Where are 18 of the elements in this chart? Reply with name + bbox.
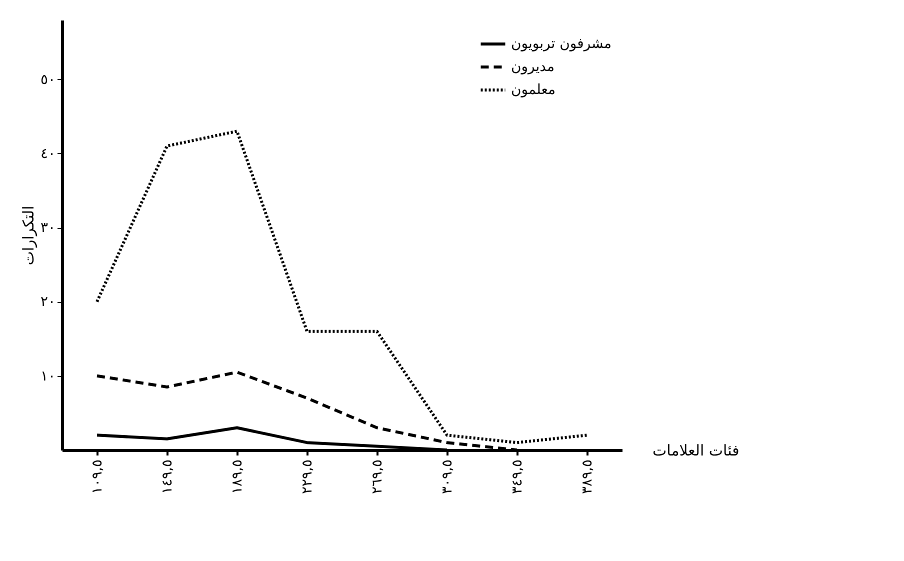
x-tick-label: ٣٠٩,٥ [440,460,456,494]
x-tick-label: ٢٢٩,٥ [300,460,316,494]
y-tick-label: ٣٠ [40,220,56,236]
y-tick-label: ٢٠ [40,294,56,310]
x-tick-label: ١٠٩,٥ [90,460,106,494]
y-tick-label: ١٠ [40,368,56,384]
x-tick-label: ٣٨٩,٥ [580,460,596,494]
x-tick-label: ١٨٩,٥ [230,460,246,494]
x-tick-label: ٢٦٩,٥ [370,460,386,494]
x-tick-label: ٣٤٩,٥ [510,460,526,494]
x-tick-label: ١٤٩,٥ [160,460,176,494]
x-axis-title: فئات العلامات [652,442,740,460]
legend-label: مشرفون تربويون [511,36,612,52]
y-tick-label: ٥٠ [40,72,56,88]
legend-label: مديرون [511,59,555,75]
y-axis-title: التكرارات [19,206,38,266]
legend-label: معلمون [511,82,556,98]
y-tick-label: ٤٠ [40,146,56,162]
